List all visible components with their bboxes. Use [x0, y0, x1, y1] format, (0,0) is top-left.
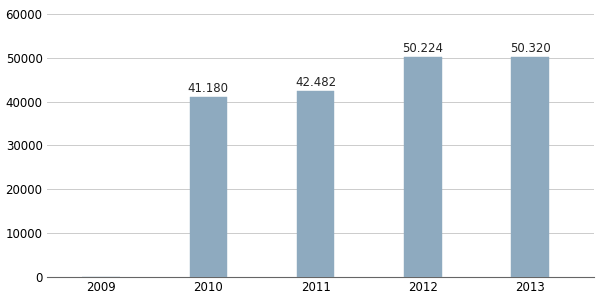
Bar [511, 57, 549, 277]
Text: 41.180: 41.180 [188, 82, 229, 95]
Bar [404, 57, 442, 277]
Text: 50.224: 50.224 [403, 42, 443, 55]
Bar [297, 91, 334, 277]
Text: 42.482: 42.482 [295, 76, 336, 89]
Text: 50.320: 50.320 [510, 42, 550, 55]
Bar [190, 97, 227, 277]
